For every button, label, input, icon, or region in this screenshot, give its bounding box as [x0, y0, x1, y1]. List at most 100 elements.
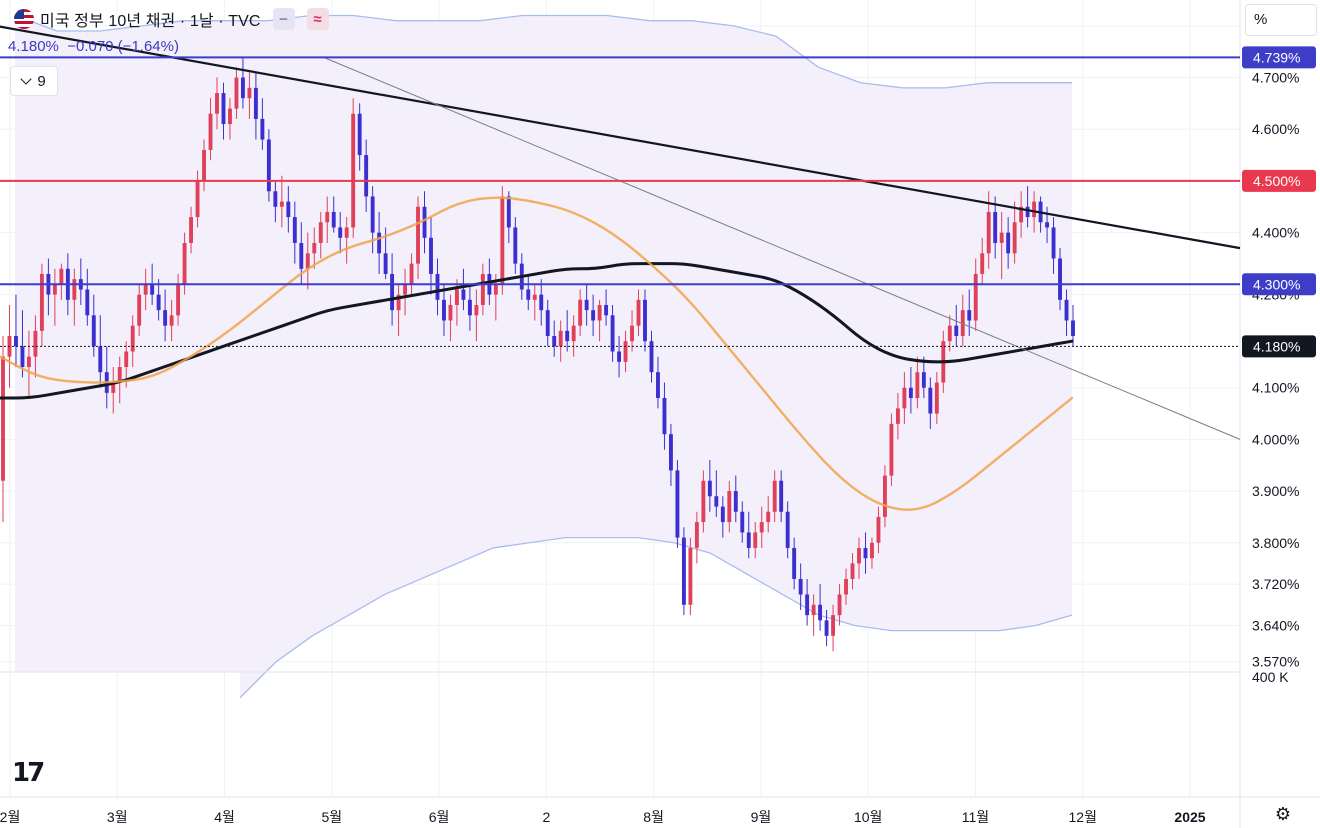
candle-body: [604, 304, 609, 316]
candle-body: [792, 547, 797, 579]
candle-body: [597, 304, 602, 321]
candle-body: [20, 346, 25, 368]
candle-body: [26, 356, 31, 368]
candle-body: [967, 310, 972, 321]
candle-body: [1051, 227, 1056, 259]
candle-body: [649, 341, 654, 373]
candle-body: [623, 341, 628, 362]
candle-body: [1071, 320, 1075, 336]
candle-body: [824, 620, 829, 636]
candle-body: [876, 516, 881, 543]
candle-body: [675, 470, 680, 538]
y-tick-label: 4.600%: [1252, 121, 1299, 137]
candle-body: [338, 227, 343, 238]
candle-body: [163, 310, 168, 326]
candle-body: [91, 315, 96, 347]
price-level-badge-label: 4.500%: [1253, 173, 1300, 189]
candle-body: [960, 310, 965, 336]
candle-body: [766, 511, 771, 523]
candle-body: [312, 242, 317, 254]
candle-body: [240, 77, 245, 99]
candle-body: [117, 367, 122, 383]
candle-body: [850, 563, 855, 579]
candle-body: [694, 522, 699, 548]
symbol-title[interactable]: 미국 정부 10년 채권 · 1날 · TVC: [40, 13, 261, 30]
candle-body: [273, 191, 278, 207]
unit-selector[interactable]: %: [1245, 4, 1317, 36]
x-tick-label: 5월: [321, 809, 342, 825]
candle-body: [370, 196, 375, 233]
last-price: 4.180%: [8, 38, 59, 55]
candle-body: [844, 578, 848, 595]
candle-body: [1045, 222, 1050, 228]
candle-body: [409, 263, 414, 285]
price-change-row: 4.180% −0.070 (−1.64%): [8, 38, 179, 55]
candle-body: [818, 604, 823, 621]
y-tick-label: 3.640%: [1252, 617, 1299, 633]
candle-body: [857, 547, 861, 564]
candle-body: [195, 180, 200, 218]
candle-body: [837, 594, 842, 616]
candle-body: [124, 351, 129, 368]
candle-body: [999, 232, 1004, 243]
candle-body: [785, 511, 790, 548]
candle-body: [253, 87, 258, 119]
candle-body: [403, 284, 408, 295]
x-tick-label: 3월: [107, 809, 128, 825]
candle-body: [630, 325, 634, 342]
candle-body: [500, 196, 505, 285]
indicator-count: 9: [37, 72, 46, 90]
candle-body: [973, 273, 978, 321]
x-tick-label: 9월: [751, 809, 772, 825]
y-tick-label: 3.900%: [1252, 483, 1299, 499]
x-tick-label: 12월: [1069, 809, 1097, 825]
x-tick-label: 2월: [0, 809, 20, 825]
candle-body: [882, 475, 887, 517]
y-tick-label: 3.720%: [1252, 576, 1299, 592]
tradingview-logo-icon[interactable]: 17: [12, 758, 45, 788]
price-level-badge: [1242, 46, 1316, 69]
candle-body: [208, 113, 213, 150]
candle-body: [565, 330, 570, 342]
y-tick-label: 4.700%: [1252, 70, 1299, 86]
candle-body: [643, 299, 647, 342]
candle-body: [610, 315, 615, 352]
candle-body: [1025, 206, 1030, 218]
candle-body: [215, 93, 219, 114]
gear-icon[interactable]: ⚙: [1274, 803, 1292, 824]
candle-body: [59, 268, 64, 285]
x-tick-label: 4월: [214, 809, 235, 825]
moving-average-long-line: [0, 262, 1074, 400]
candle-body: [377, 232, 382, 254]
candle-body: [182, 242, 187, 285]
indicators-toggle-button[interactable]: 9: [10, 66, 58, 96]
candle-body: [681, 537, 686, 605]
candle-body: [902, 387, 907, 409]
candle-body: [150, 284, 155, 295]
candle-body: [448, 304, 453, 321]
candle-body: [429, 237, 433, 274]
x-tick-label: 2: [542, 809, 550, 825]
candle-body: [727, 491, 732, 523]
candle-body: [506, 196, 511, 228]
candle-body: [422, 206, 427, 238]
candle-body: [668, 434, 673, 471]
candle-body: [228, 108, 232, 125]
candle-body: [279, 201, 284, 207]
candle-body: [895, 408, 900, 424]
candle-body: [202, 149, 206, 181]
candle-body: [234, 77, 239, 109]
candle-body: [617, 351, 622, 362]
candle-body: [33, 330, 38, 357]
candle-body: [435, 273, 440, 300]
compare-wave-icon[interactable]: ≈: [306, 8, 329, 30]
candle-body: [688, 547, 693, 605]
candle-body: [351, 113, 356, 228]
minus-icon[interactable]: −: [272, 8, 295, 30]
candle-body: [169, 315, 174, 326]
candle-body: [85, 289, 90, 316]
candle-body: [921, 372, 926, 388]
candle-body: [383, 253, 388, 274]
